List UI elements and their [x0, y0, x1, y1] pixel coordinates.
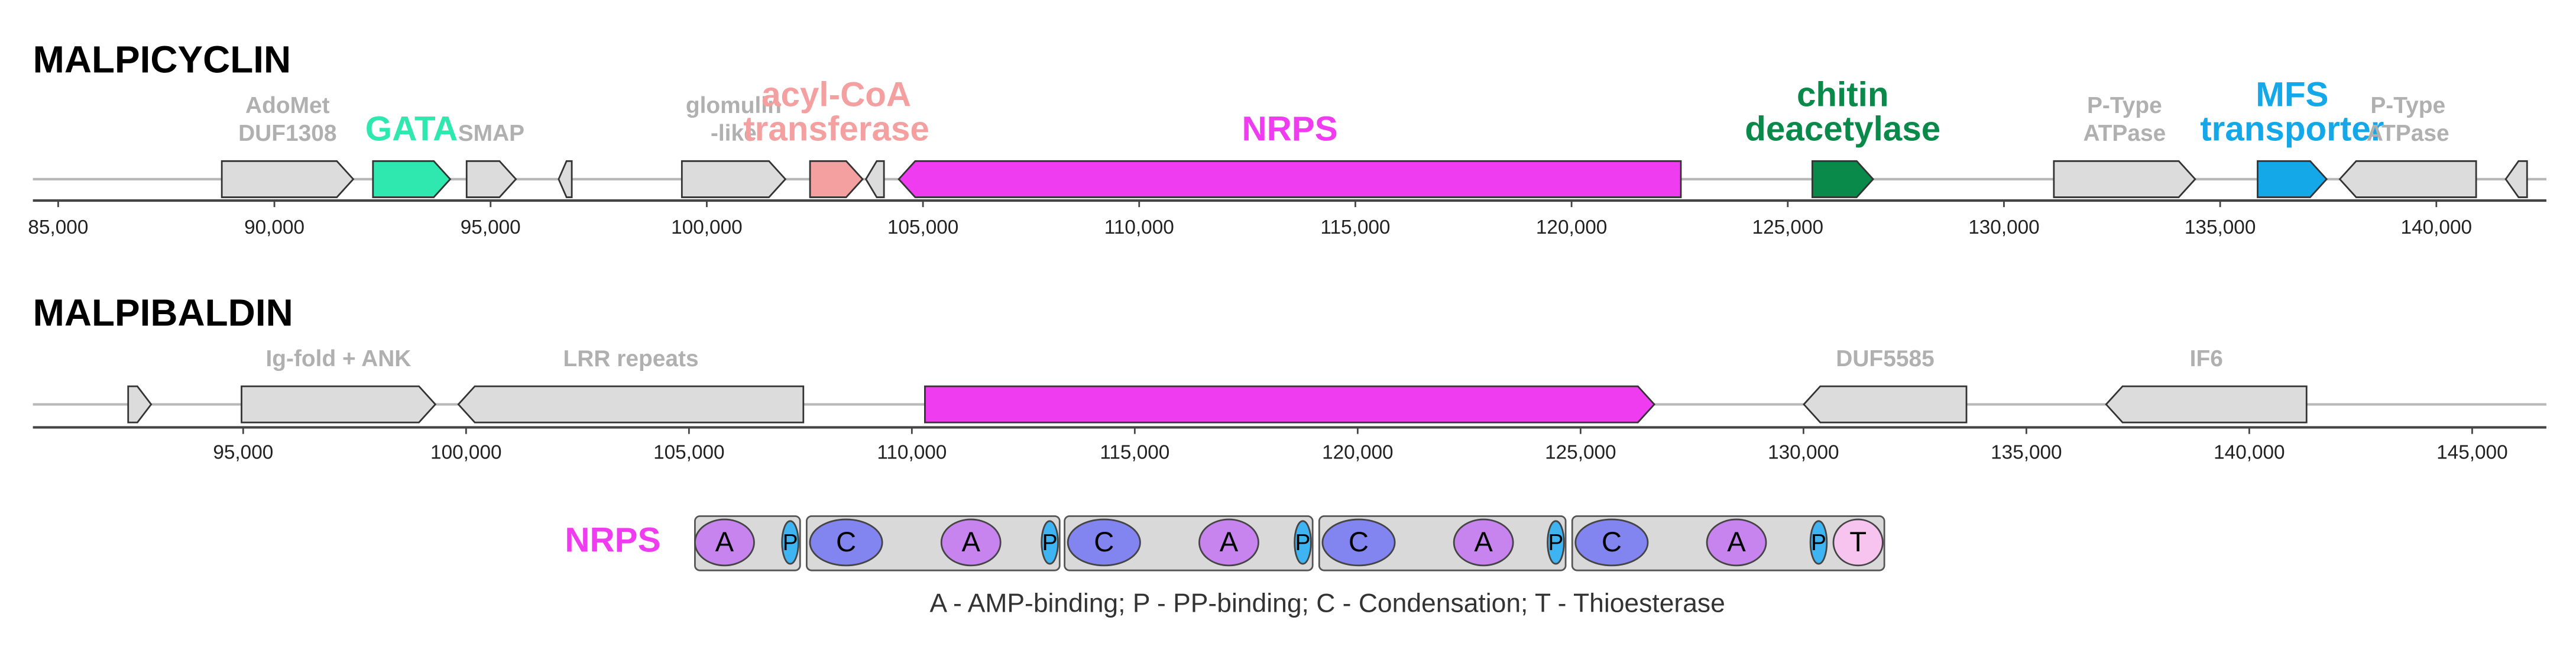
gene-arrow — [221, 160, 355, 198]
track-title: MALPICYCLIN — [33, 38, 291, 80]
gene-arrow — [2257, 160, 2328, 198]
gene-label: MFS — [2256, 75, 2328, 114]
gene-label: P-Type — [2087, 93, 2162, 118]
domain — [781, 520, 799, 565]
domain-label: C — [836, 527, 856, 558]
gene-arrow — [1803, 385, 1968, 424]
gene-arrow — [2053, 160, 2196, 198]
domain-label: C — [1602, 527, 1622, 558]
gene-arrow — [2504, 160, 2528, 198]
gene-label: DUF1308 — [238, 121, 336, 146]
domain-label: T — [1849, 527, 1867, 558]
domain — [694, 518, 755, 567]
tick-label: 120,000 — [1322, 442, 1393, 464]
gene-arrow — [457, 385, 805, 424]
gene-label: glomulin — [686, 93, 782, 118]
gene-arrow — [2338, 160, 2477, 198]
domain-label: A — [715, 527, 734, 558]
gene-label: LRR repeats — [563, 346, 698, 372]
domain — [1706, 518, 1767, 567]
tick-label: 120,000 — [1536, 217, 1607, 238]
domain — [1547, 520, 1565, 565]
tick-label: 100,000 — [430, 442, 501, 464]
domain — [1809, 520, 1828, 565]
tick-label: 140,000 — [2401, 217, 2472, 238]
gene-arrow — [241, 385, 437, 424]
gene-label: transporter — [2200, 110, 2384, 148]
domain-legend: A - AMP-binding; P - PP-binding; C - Con… — [929, 589, 1725, 618]
domain-label: P — [783, 530, 798, 555]
tick-label: 140,000 — [2214, 442, 2285, 464]
tick-label: 125,000 — [1545, 442, 1616, 464]
tick-label: 130,000 — [1768, 442, 1839, 464]
gene-label: acyl-CoA — [762, 75, 911, 114]
gene-arrow — [465, 160, 517, 198]
gene-arrow — [809, 160, 864, 198]
domain — [1041, 520, 1059, 565]
tick-label: 105,000 — [653, 442, 724, 464]
tick-label: 135,000 — [2185, 217, 2256, 238]
domain-label: C — [1094, 527, 1114, 558]
tick-label: 130,000 — [1968, 217, 2039, 238]
domain — [1453, 518, 1514, 567]
domain-label: P — [1811, 530, 1826, 555]
gene-label: deacetylase — [1745, 110, 1940, 148]
tick-label: 115,000 — [1100, 442, 1169, 464]
domain-label: P — [1042, 530, 1058, 555]
domain-label: A — [961, 527, 980, 558]
tick-label: 125,000 — [1752, 217, 1823, 238]
tick-label: 115,000 — [1320, 217, 1390, 238]
gene-label: NRPS — [1242, 110, 1338, 148]
gene-arrow — [372, 160, 452, 198]
gene-label: -like — [711, 121, 757, 146]
domain-label: C — [1349, 527, 1369, 558]
track-title: MALPIBALDIN — [33, 291, 293, 334]
gene-label: chitin — [1797, 75, 1889, 114]
gene-arrow — [2105, 385, 2308, 424]
tick-label: 95,000 — [213, 442, 273, 464]
gene-label: AdoMet — [245, 93, 330, 118]
tick-label: 145,000 — [2436, 442, 2507, 464]
gene-arrow — [1811, 160, 1875, 198]
gene-label: IF6 — [2190, 346, 2223, 372]
gene-label: ATPase — [2083, 121, 2166, 146]
domain — [809, 518, 883, 567]
domain-label: A — [1727, 527, 1746, 558]
domain-label: A — [1220, 527, 1239, 558]
domain — [940, 518, 1002, 567]
tick-label: 110,000 — [877, 442, 947, 464]
gene-label: DUF5585 — [1836, 346, 1934, 372]
tick-label: 135,000 — [1991, 442, 2062, 464]
gene-arrow — [127, 385, 153, 424]
domain-label: P — [1548, 530, 1563, 555]
gene-label: P-Type — [2370, 93, 2445, 118]
tick-label: 105,000 — [887, 217, 958, 238]
gene-arrow — [924, 385, 1655, 424]
gene-arrow — [897, 160, 1682, 198]
tick-label: 100,000 — [671, 217, 742, 238]
gene-label: Ig-fold + ANK — [265, 346, 411, 372]
gene-arrow — [681, 160, 787, 198]
domain — [1198, 518, 1259, 567]
domain — [1067, 518, 1141, 567]
gene-label: SMAP — [458, 121, 524, 146]
gene-arrow — [558, 160, 573, 198]
domain-label: A — [1474, 527, 1493, 558]
domain-label: P — [1295, 530, 1311, 555]
tick-label: 90,000 — [244, 217, 304, 238]
gene-label: ATPase — [2367, 121, 2449, 146]
tick-label: 110,000 — [1104, 217, 1174, 238]
domain — [1832, 518, 1884, 567]
domain — [1294, 520, 1312, 565]
gene-label: transferase — [743, 110, 929, 148]
tick-label: 95,000 — [461, 217, 521, 238]
domain — [1321, 518, 1396, 567]
gene-label: GATA — [365, 110, 458, 148]
tick-label: 85,000 — [28, 217, 88, 238]
domain — [1574, 518, 1649, 567]
nrps-label: NRPS — [565, 521, 660, 559]
gene-arrow — [864, 160, 885, 198]
